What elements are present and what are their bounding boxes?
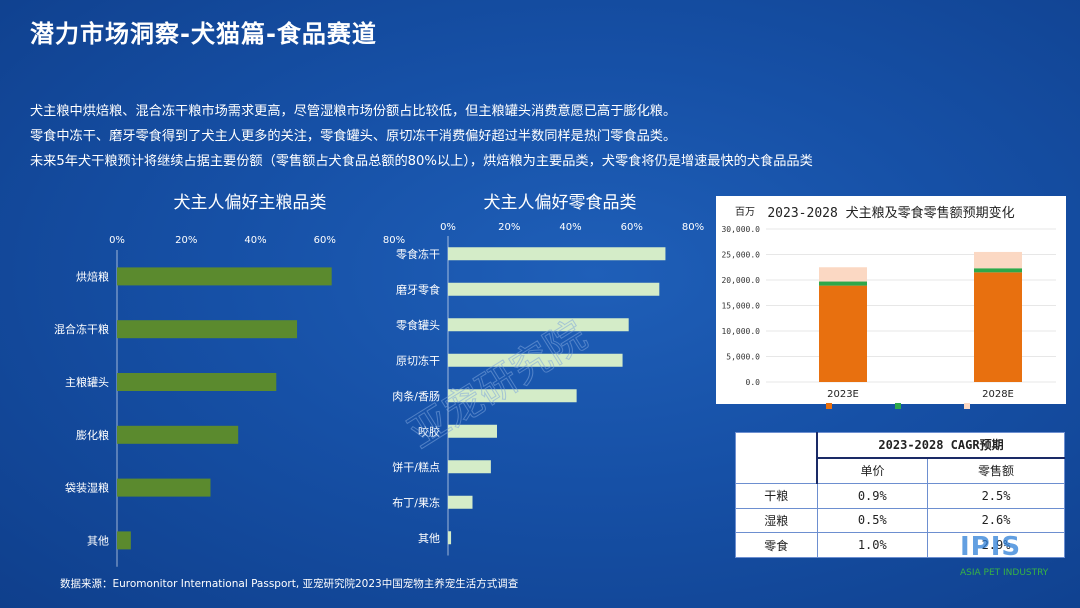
bar (448, 389, 577, 403)
intro-line: 犬主粮中烘焙粮、混合冻干粮市场需求更高，尽管湿粮市场份额占比较低，但主粮罐头消费… (30, 104, 677, 119)
table-row: 零食 1.0% 2.9% (735, 532, 1065, 558)
data-source: 数据来源：Euromonitor International Passport,… (60, 578, 519, 590)
intro-line: 未来5年犬干粮预计将继续占据主要份额（零售额占犬食品总额的80%以上），烘焙粮为… (30, 154, 813, 169)
x-tick-label: 20% (175, 235, 197, 246)
x-tick-label: 40% (559, 222, 581, 233)
row-label: 零食 (735, 532, 818, 558)
y-tick-label: 10,000.0 (721, 327, 760, 336)
staple-chart-title: 犬主人偏好主粮品类 (173, 193, 327, 213)
snack-chart-title: 犬主人偏好零食品类 (483, 193, 637, 213)
category-label: 混合冻干粮 (54, 322, 109, 336)
y-tick-label: 25,000.0 (721, 251, 760, 260)
row-label: 干粮 (735, 482, 818, 509)
intro-line: 零食中冻干、磨牙零食得到了犬主人更多的关注，零食罐头、原切冻干消费偏好超过半数同… (30, 129, 677, 144)
category-label: 主粮罐头 (65, 375, 109, 389)
x-tick-label: 80% (383, 235, 405, 246)
bar (117, 531, 131, 550)
sales-chart-title: 2023-2028 犬主粮及零食零售额预期变化 (767, 206, 1015, 221)
price-cell: 1.0% (816, 532, 929, 558)
stacked-bar-segment (819, 267, 867, 282)
bar (448, 353, 623, 367)
bar (448, 424, 497, 438)
stacked-bar-segment (819, 281, 867, 286)
bar (448, 531, 452, 545)
sales-cell: 2.9% (927, 532, 1065, 558)
price-cell: 0.9% (816, 482, 929, 509)
bar (448, 460, 491, 474)
x-tick-label: 0% (109, 235, 125, 246)
sales-cell: 2.6% (927, 507, 1065, 534)
logo-subtext: ASIA PET INDUSTRY (960, 568, 1049, 578)
category-label: 烘焙粮 (76, 269, 109, 283)
x-tick-label: 20% (498, 222, 520, 233)
table-corner (735, 432, 818, 484)
x-tick-label: 80% (682, 222, 704, 233)
table-row: 干粮 0.9% 2.5% (735, 482, 1065, 509)
bar (448, 495, 473, 509)
legend-swatch (826, 403, 832, 409)
bar (448, 247, 666, 261)
y-tick-label: 0.0 (746, 378, 761, 387)
price-cell: 0.5% (816, 507, 929, 534)
category-label: 袋装湿粮 (65, 481, 109, 495)
stacked-bar-segment (819, 285, 867, 382)
y-tick-label: 30,000.0 (721, 225, 760, 234)
bar (117, 425, 239, 444)
category-label: 肉条/香肠 (392, 389, 440, 403)
category-label: 其他 (87, 534, 109, 547)
bar (448, 318, 629, 332)
ipis-logo: IPIS ASIA PET INDUSTRY (960, 528, 1080, 592)
stacked-bar-segment (974, 268, 1022, 273)
category-label: 其他 (418, 532, 440, 545)
intro-text: 犬主粮中烘焙粮、混合冻干粮市场需求更高，尽管湿粮市场份额占比较低，但主粮罐头消费… (30, 99, 1060, 174)
x-tick-label: 60% (314, 235, 336, 246)
y-axis-unit: 百万 (735, 206, 755, 218)
category-label: 饼干/糕点 (392, 460, 440, 474)
category-label: 布丁/果冻 (392, 495, 440, 509)
y-tick-label: 5,000.0 (726, 353, 760, 362)
category-label: 原切冻干 (396, 353, 440, 367)
logo-text: IPIS (960, 532, 1022, 562)
y-tick-label: 20,000.0 (721, 276, 760, 285)
page-title: 潜力市场洞察-犬猫篇-食品赛道 (30, 20, 377, 48)
bar (117, 373, 277, 391)
col-header-price: 单价 (816, 457, 929, 484)
legend-swatch (964, 403, 970, 409)
stacked-bar-segment (974, 272, 1022, 382)
x-tick-label: 40% (244, 235, 266, 246)
x-tick-label: 2028E (982, 389, 1014, 400)
x-tick-label: 60% (621, 222, 643, 233)
cagr-table: 2023-2028 CAGR预期 单价 零售额 干粮 0.9% 2.5% 湿粮 … (735, 431, 1065, 558)
category-label: 磨牙零食 (396, 282, 440, 296)
bar (448, 282, 660, 296)
legend-swatch (895, 403, 901, 409)
row-label: 湿粮 (735, 507, 818, 534)
x-tick-label: 0% (440, 222, 456, 233)
table-row: 湿粮 0.5% 2.6% (735, 507, 1065, 534)
stacked-bar-segment (974, 251, 1022, 269)
category-label: 膨化粮 (76, 428, 109, 442)
bar (117, 478, 211, 497)
col-header-sales: 零售额 (927, 457, 1065, 484)
sales-cell: 2.5% (927, 482, 1065, 509)
bar (117, 320, 298, 339)
category-label: 零食罐头 (396, 318, 440, 332)
category-label: 零食冻干 (396, 247, 440, 261)
table-title: 2023-2028 CAGR预期 (816, 431, 1065, 459)
category-label: 咬胶 (418, 424, 440, 438)
y-tick-label: 15,000.0 (721, 302, 760, 311)
x-tick-label: 2023E (827, 389, 859, 400)
bar (117, 267, 332, 286)
